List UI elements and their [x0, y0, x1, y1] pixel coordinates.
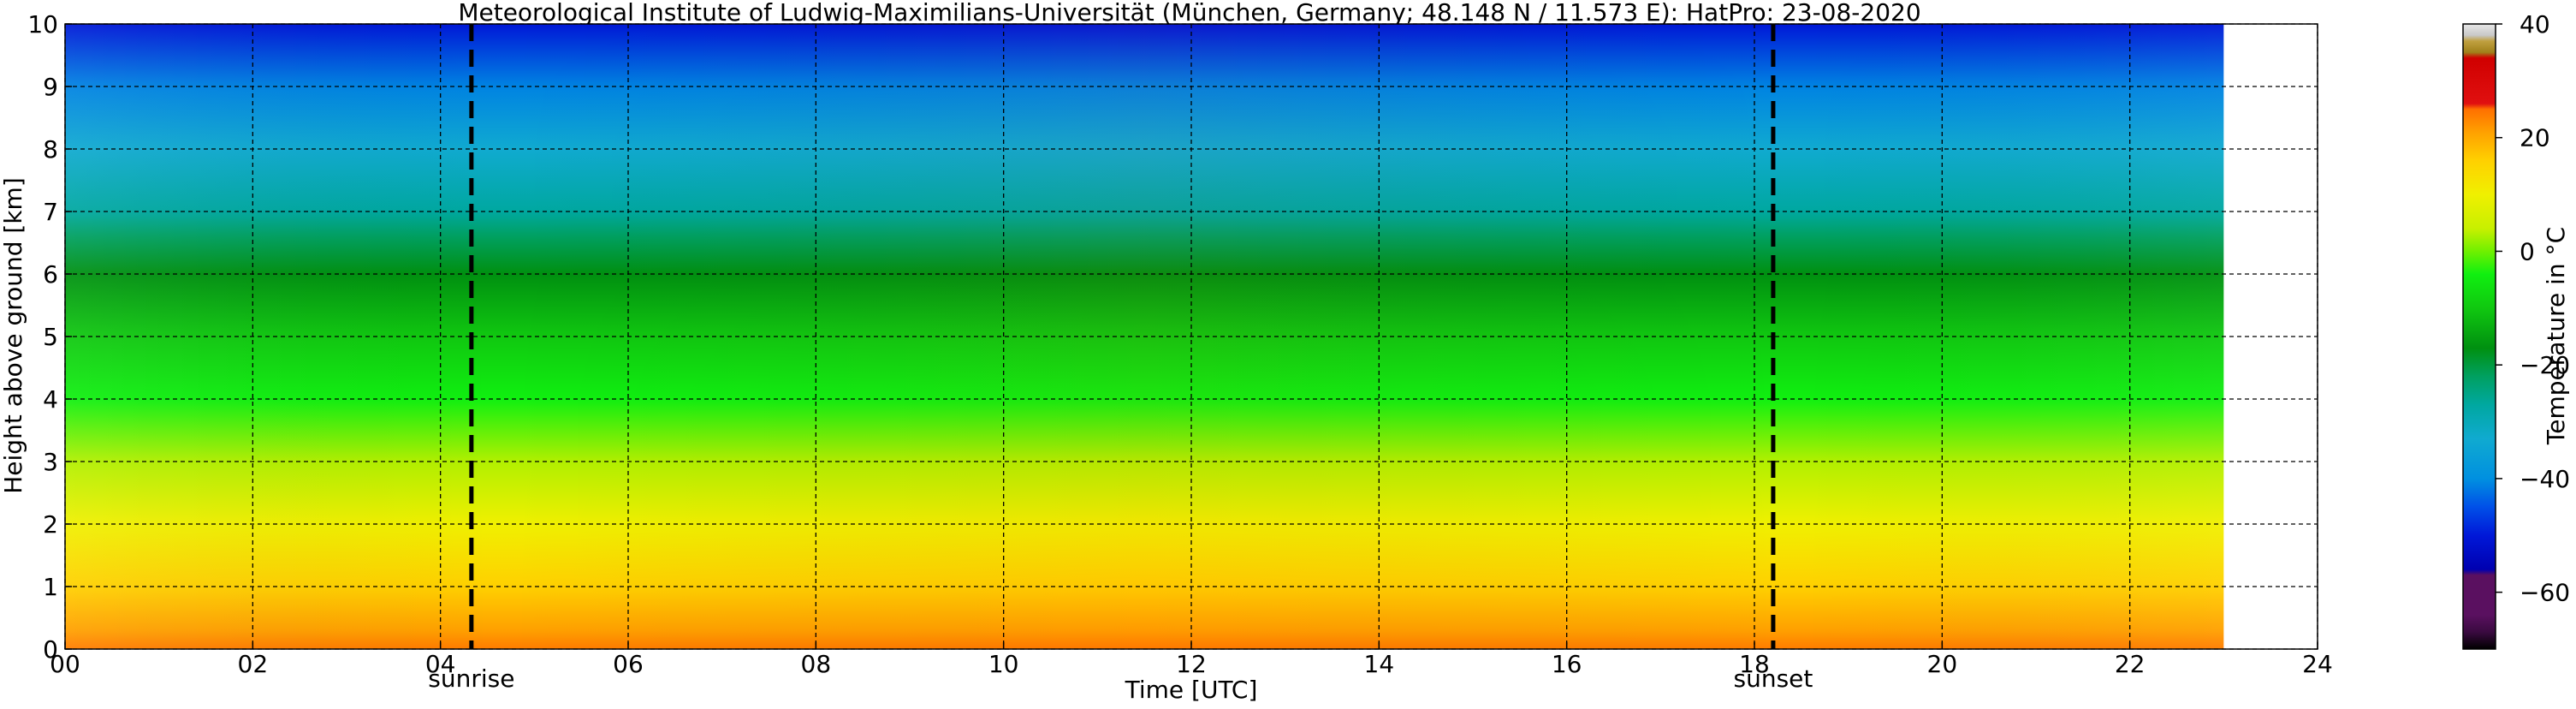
colorbar-ticks: 40 20 0 −20 −40 −60	[2496, 10, 2570, 607]
marker-label-sunrise: sunrise	[428, 664, 514, 693]
y-tick-label: 2	[43, 510, 58, 539]
marker-label-sunset: sunset	[1733, 664, 1813, 693]
x-axis-ticks: 00 02 04 06 08 10 12 14 16 18 20 22 24 sunrise sunset	[50, 642, 2333, 693]
y-tick-label: 8	[43, 135, 58, 164]
colorbar-tick-label: 20	[2520, 124, 2550, 152]
x-tick-label: 10	[988, 650, 1019, 678]
y-tick-label: 6	[43, 260, 58, 289]
colorbar-tick-label: −20	[2520, 351, 2570, 379]
x-tick-label: 14	[1364, 650, 1395, 678]
sun-markers	[469, 24, 1776, 649]
x-tick-label: 12	[1176, 650, 1207, 678]
colorbar-scale	[2463, 24, 2496, 649]
colorbar-label: Temperature in °C	[2542, 227, 2570, 445]
x-tick-label: 08	[801, 650, 832, 678]
colorbar-tick-label: −60	[2520, 579, 2570, 607]
x-axis-label: Time [UTC]	[1125, 676, 1258, 704]
x-tick-label: 06	[613, 650, 644, 678]
colorbar-frame	[2462, 23, 2496, 650]
x-tick-label: 22	[2115, 650, 2146, 678]
colorbar-tick-label: 40	[2520, 10, 2550, 39]
y-tick-label: 5	[43, 323, 58, 351]
x-tick-label: 18	[1739, 650, 1770, 678]
colorbar-tick-label: 0	[2520, 237, 2535, 265]
x-tick-label: 00	[50, 650, 80, 678]
colorbar-tick-label: −40	[2520, 465, 2570, 493]
x-tick-label: 20	[1927, 650, 1958, 678]
y-axis-ticks: 0 1 2 3 4 5 6 7 8 9 10	[27, 10, 72, 664]
chart-title: Meteorological Institute of Ludwig-Maxim…	[458, 0, 1920, 27]
x-tick-label: 04	[425, 650, 456, 678]
y-tick-label: 0	[43, 635, 58, 664]
y-tick-label: 3	[43, 448, 58, 476]
x-tick-label: 24	[2302, 650, 2333, 678]
x-tick-label: 02	[238, 650, 269, 678]
y-tick-label: 7	[43, 198, 58, 226]
x-tick-label: 16	[1552, 650, 1582, 678]
y-tick-label: 1	[43, 573, 58, 601]
y-tick-label: 9	[43, 73, 58, 101]
y-tick-label: 10	[27, 10, 58, 39]
y-axis-label: Height above ground [km]	[0, 177, 27, 494]
y-tick-label: 4	[43, 385, 58, 414]
colorbar: 40 20 0 −20 −40 −60 Temperature in °C	[2462, 10, 2570, 650]
